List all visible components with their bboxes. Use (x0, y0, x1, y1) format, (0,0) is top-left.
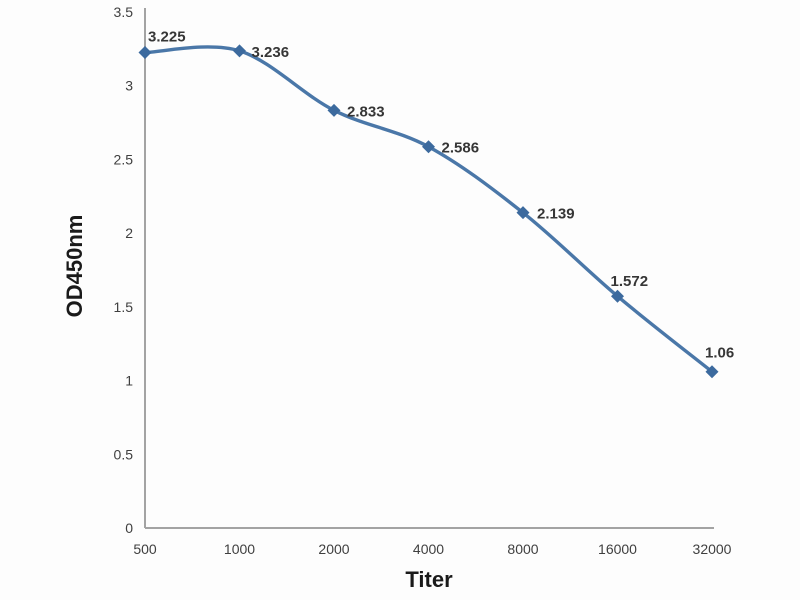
y-tick-label: 0 (125, 520, 133, 536)
data-point-label: 1.572 (611, 273, 649, 290)
data-point-label: 3.236 (252, 44, 290, 61)
y-tick-label: 3 (125, 78, 133, 94)
data-point-label: 2.139 (537, 206, 575, 223)
x-tick-label: 16000 (598, 541, 637, 557)
x-tick-label: 4000 (413, 541, 444, 557)
data-point-label: 3.225 (148, 29, 186, 46)
x-tick-label: 8000 (507, 541, 538, 557)
data-point-marker (138, 46, 152, 60)
y-tick-label: 2.5 (114, 151, 134, 167)
data-point-marker (233, 44, 246, 58)
data-point-label: 2.586 (442, 140, 480, 157)
data-point-marker (327, 103, 341, 117)
data-point-marker (516, 206, 530, 220)
y-tick-label: 2 (125, 225, 133, 241)
y-axis-title: OD450nm (62, 215, 87, 318)
data-point-label: 2.833 (347, 103, 385, 120)
data-point-marker (705, 365, 719, 379)
y-tick-label: 0.5 (114, 446, 134, 462)
x-tick-label: 32000 (693, 541, 732, 557)
series-markers (138, 44, 719, 379)
data-point-label: 1.06 (705, 345, 734, 362)
data-point-marker (611, 289, 624, 303)
x-tick-label: 2000 (318, 541, 349, 557)
x-axis-tick-labels: 500 1000 2000 4000 8000 16000 32000 (133, 541, 731, 557)
data-point-labels: 3.225 3.236 2.833 2.586 2.139 1.572 1.06 (148, 29, 734, 362)
y-axis-tick-labels: 0 0.5 1 1.5 2 2.5 3 3.5 (114, 4, 134, 536)
y-tick-label: 1 (125, 373, 133, 389)
y-tick-label: 1.5 (114, 299, 134, 315)
x-tick-label: 500 (133, 541, 157, 557)
x-tick-label: 1000 (224, 541, 255, 557)
x-axis-title: Titer (405, 567, 453, 592)
y-tick-label: 3.5 (114, 4, 134, 20)
data-point-marker (422, 140, 435, 154)
series-line (143, 45, 714, 374)
